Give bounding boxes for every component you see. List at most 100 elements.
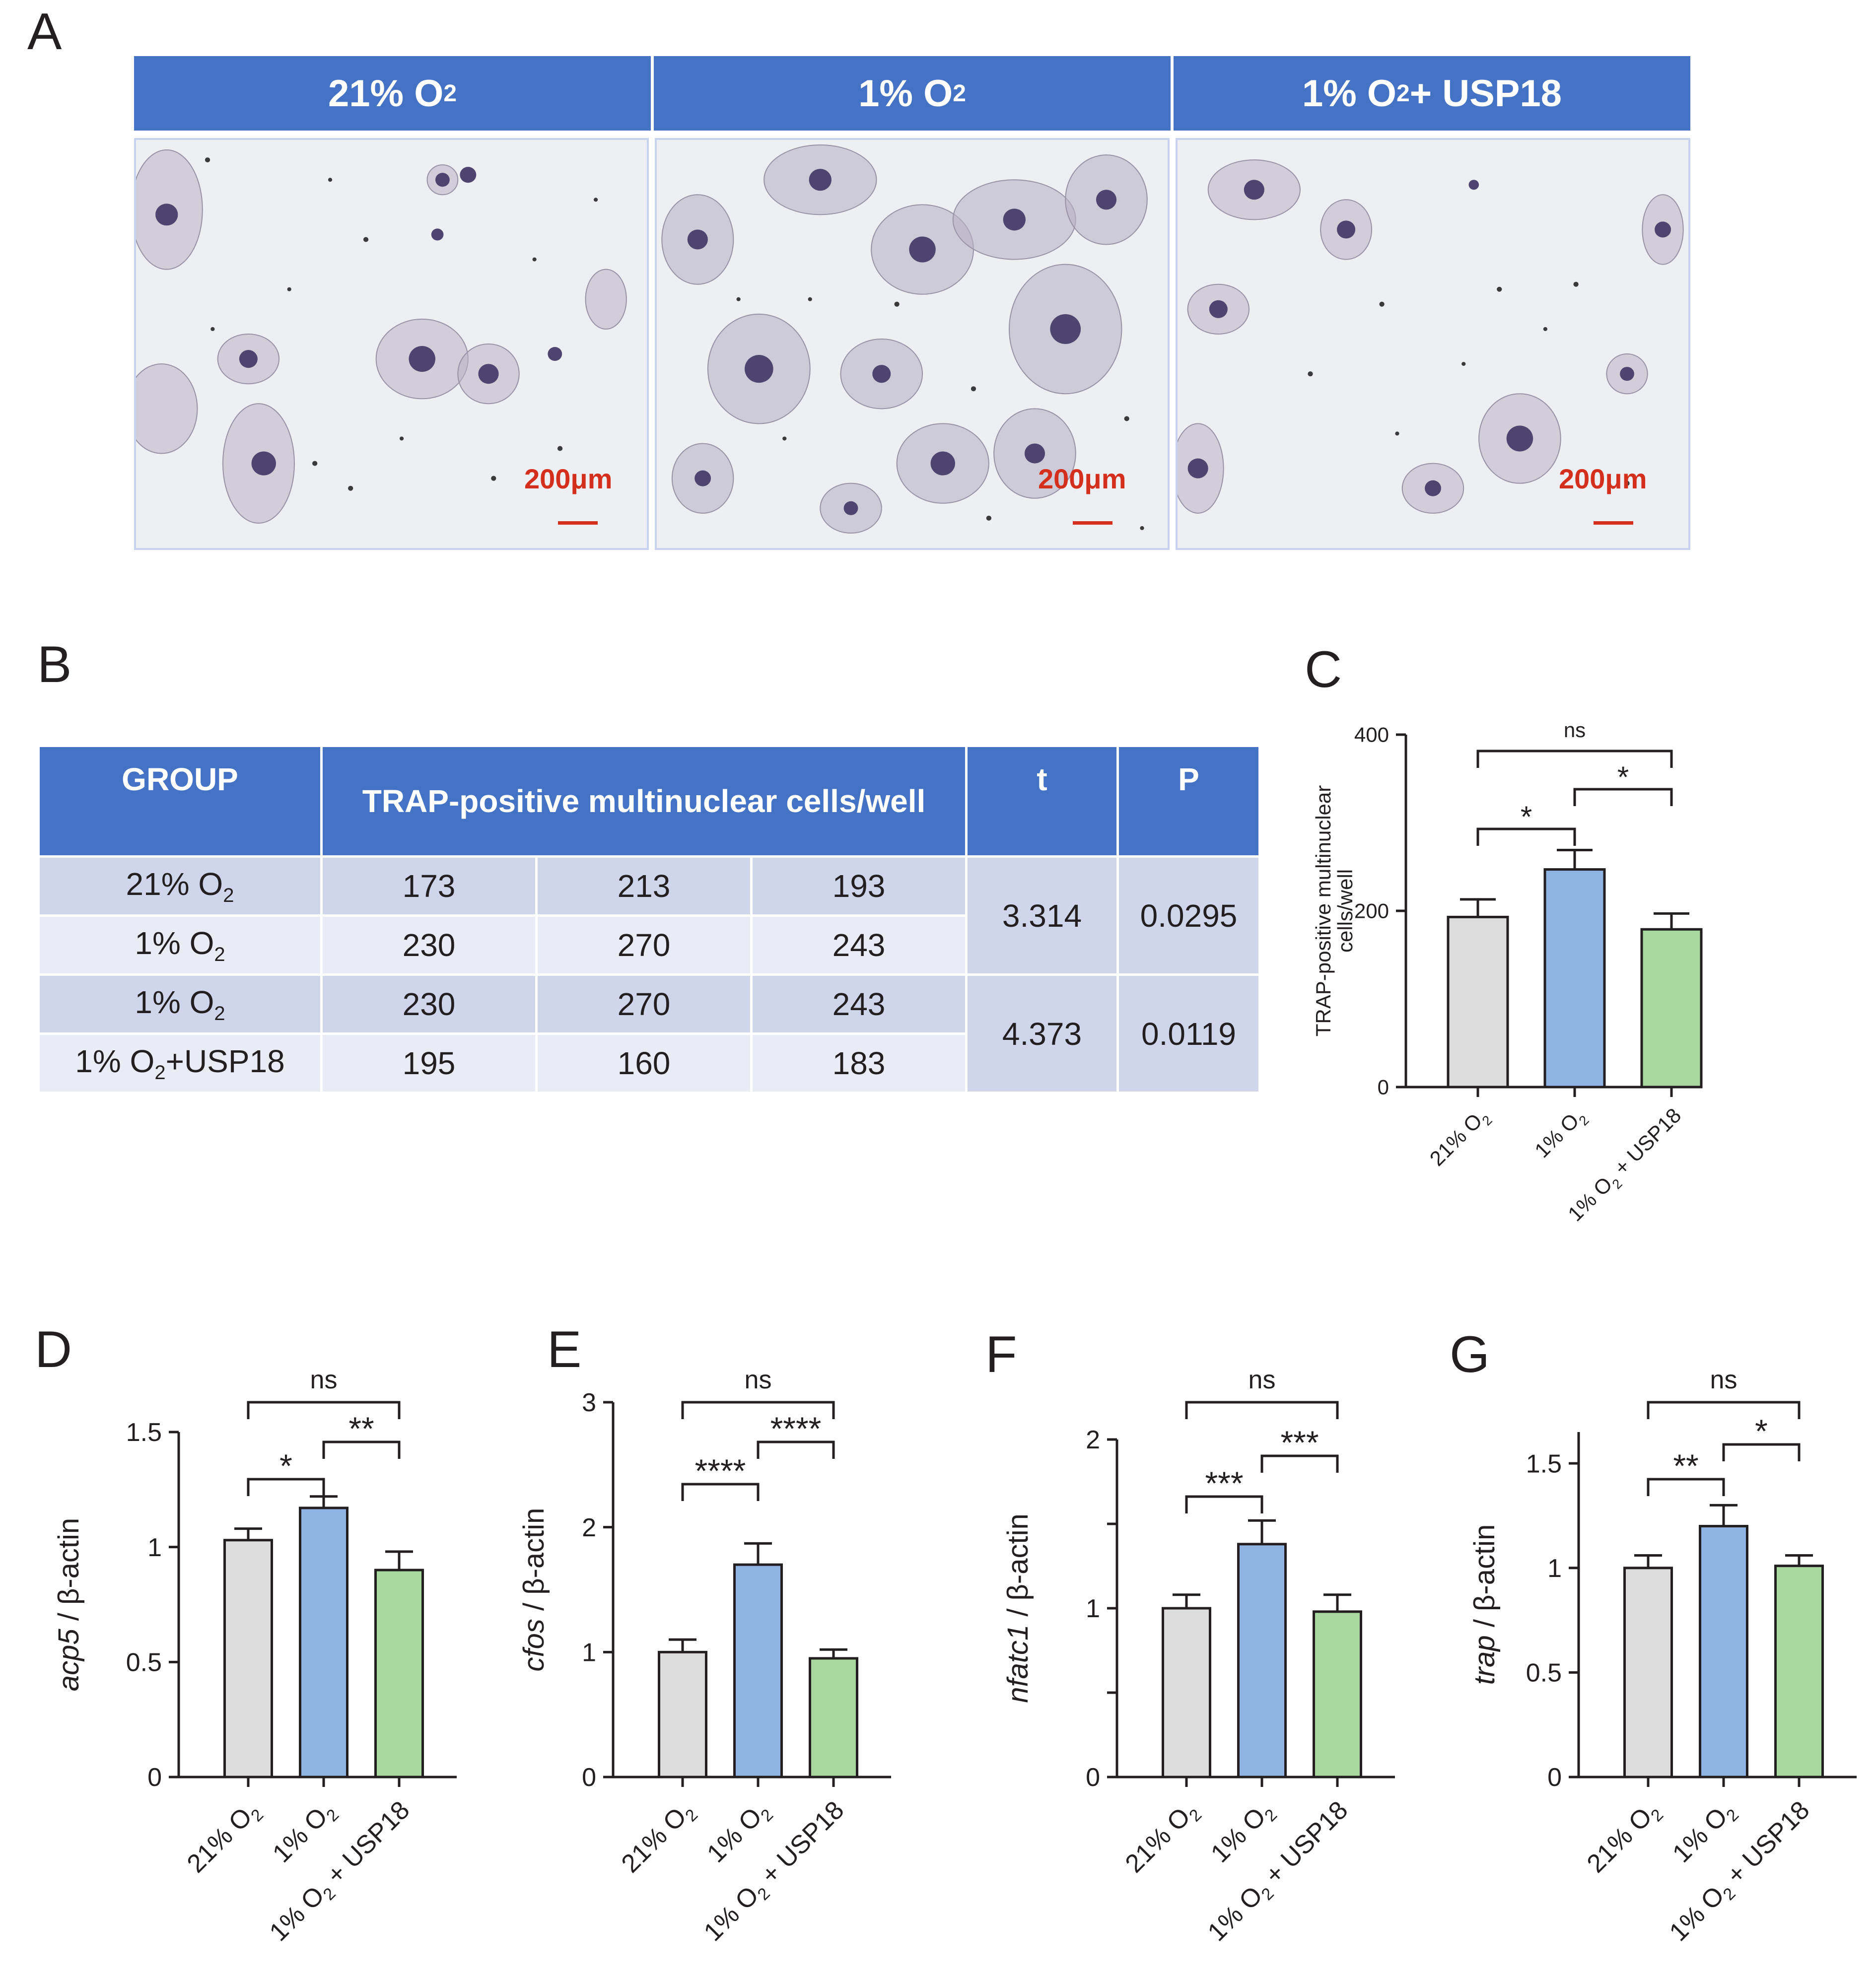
table-row: 1% O2 230 270 243 [37,914,1260,976]
scale-bar [1594,521,1633,525]
table-row: 21% O2 173 213 193 3.314 0.0295 [37,855,1261,976]
y-tick-label: 2 [582,1513,596,1542]
value-cell: 193 [750,855,968,917]
panel-label-a: A [27,3,62,61]
x-tick-label: 21% O2 [1425,1103,1495,1173]
header-sub: 2 [953,80,966,107]
significance-bracket [1722,1443,1801,1461]
header-text: 1% O [1302,72,1397,115]
y-axis-label: nfatc1 / β-actin [1002,1513,1034,1703]
group-sub: 2 [214,943,225,965]
significance-bracket [247,1401,401,1419]
y-tick-label: 0 [1547,1763,1562,1792]
panel-label-e: E [547,1321,582,1378]
group-sub: 2 [214,1002,225,1025]
panel-a-micrographs: 200μm 200μm [134,138,1690,550]
significance-bracket [681,1483,760,1501]
value-cell: 270 [535,973,753,1035]
t-value: 3.314 [965,855,1119,976]
y-tick-label: 2 [1086,1426,1100,1454]
significance-bracket [1185,1495,1263,1513]
bar [1447,915,1509,1089]
x-tick-label: 21% O2 [1120,1795,1205,1881]
header-measure: TRAP-positive multinuclear cells/well [320,745,968,858]
y-axis-label: TRAP-positive multinuclearcells/well [1312,785,1357,1037]
value-cell: 183 [750,1032,968,1094]
significance-label: * [1521,800,1532,833]
panel-label-d: D [35,1321,72,1378]
p-value: 0.0119 [1116,973,1261,1094]
y-tick-label: 3 [582,1388,596,1417]
y-tick-label: 0 [1378,1076,1389,1099]
group-sub: 2 [154,1061,166,1084]
micrograph-image [136,149,627,524]
significance-bracket [1647,1401,1801,1419]
header-suffix: + USP18 [1409,72,1562,115]
x-tick-label: 1% O2 [1530,1103,1592,1165]
significance-label: ns [1564,718,1586,742]
table-row: 1% O2+USP18 195 160 183 [37,1032,1260,1094]
significance-bracket [1573,788,1673,806]
y-axis-label: acp5 / β-actin [53,1518,85,1691]
value-cell: 213 [535,855,753,917]
x-tick-label: 21% O2 [616,1795,701,1881]
table-row: 1% O2 230 270 243 4.373 0.0119 [37,973,1261,1094]
y-tick-label: 1 [582,1639,596,1667]
y-tick-label: 0 [582,1763,596,1792]
group-text: 1% O [75,1043,155,1079]
significance-label: ns [310,1366,338,1394]
header-group: GROUP [37,745,323,858]
value-cell: 270 [535,914,753,976]
value-cell: 173 [320,855,538,917]
bar [1162,1607,1211,1779]
x-tick-label: 21% O2 [1582,1795,1667,1881]
y-tick-label: 1.5 [126,1418,162,1447]
y-tick-label: 0 [1086,1763,1100,1792]
y-tick-label: 200 [1354,899,1389,923]
scale-label: 200μm [1559,463,1647,494]
y-axis-label: cfos / β-actin [518,1508,550,1672]
significance-label: * [1755,1413,1768,1449]
group-cell: 21% O2 [37,855,323,917]
value-cell: 243 [750,973,968,1035]
panel-label-c: C [1305,641,1342,698]
significance-bracket [322,1440,401,1459]
header-p: P [1116,745,1261,858]
significance-bracket [1476,750,1673,768]
significance-label: ns [1710,1366,1737,1394]
trap-count-table: GROUP TRAP-positive multinuclear cells/w… [37,745,1261,1094]
scale-label: 200μm [1038,463,1126,494]
significance-label: ** [1673,1447,1698,1484]
significance-label: * [279,1447,292,1484]
bar [733,1563,783,1779]
panel-label-g: G [1450,1326,1490,1383]
significance-label: *** [1205,1465,1243,1502]
y-tick-label: 0 [147,1763,162,1792]
micrograph-21-o2: 200μm [134,138,649,550]
micrograph-1-o2-usp18: 200μm [1176,138,1690,550]
y-tick-label: 1 [1547,1554,1562,1583]
bar [1640,928,1703,1089]
significance-bracket [1260,1454,1339,1473]
significance-bracket [1647,1478,1725,1496]
p-value: 0.0295 [1116,855,1261,976]
panel-label-b: B [37,636,72,693]
group-text: 1% O [135,984,214,1020]
value-cell: 195 [320,1032,538,1094]
significance-label: * [1617,760,1629,794]
significance-bracket [247,1478,325,1496]
header-t: t [965,745,1119,858]
y-axis-label: trap / β-actin [1468,1524,1501,1685]
header-text: 21% O [328,72,444,115]
bar [1543,868,1606,1089]
significance-label: *** [1280,1424,1319,1461]
group-text: 21% O [126,866,223,902]
y-tick-label: 0.5 [1526,1659,1562,1688]
significance-bracket [1476,827,1576,846]
bar [658,1650,707,1779]
group-cell: 1% O2 [37,973,323,1035]
value-cell: 230 [320,914,538,976]
y-tick-label: 0.5 [126,1648,162,1677]
